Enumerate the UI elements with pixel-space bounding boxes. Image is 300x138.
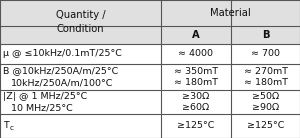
Text: ≈ 700: ≈ 700 (251, 50, 280, 59)
Text: ≈ 180mT: ≈ 180mT (244, 79, 287, 87)
Text: ≥30Ω: ≥30Ω (182, 92, 210, 101)
Text: |Z| @ 1 MHz/25°C: |Z| @ 1 MHz/25°C (3, 92, 87, 101)
Text: ≈ 180mT: ≈ 180mT (174, 79, 218, 87)
Text: T: T (3, 121, 9, 131)
Text: B @10kHz/250A/m/25°C: B @10kHz/250A/m/25°C (3, 67, 118, 75)
Text: ≈ 4000: ≈ 4000 (178, 50, 214, 59)
Text: Quantity /
Condition: Quantity / Condition (56, 10, 105, 34)
Text: ≥125°C: ≥125°C (247, 121, 284, 131)
Bar (0, 0, 300, 44)
Text: Material: Material (210, 8, 251, 18)
Text: ≥50Ω: ≥50Ω (252, 92, 279, 101)
Text: μ @ ≤10kHz/0.1mT/25°C: μ @ ≤10kHz/0.1mT/25°C (3, 50, 122, 59)
Text: 10kHz/250A/m/100°C: 10kHz/250A/m/100°C (11, 79, 113, 87)
Text: B: B (262, 30, 269, 40)
Text: ≥60Ω: ≥60Ω (182, 103, 210, 112)
Text: 10 MHz/25°C: 10 MHz/25°C (11, 103, 73, 112)
Text: ≥125°C: ≥125°C (177, 121, 215, 131)
Text: ≥90Ω: ≥90Ω (252, 103, 279, 112)
Text: A: A (192, 30, 200, 40)
Text: c: c (10, 125, 14, 132)
Text: ≈ 270mT: ≈ 270mT (244, 67, 287, 75)
Text: ≈ 350mT: ≈ 350mT (174, 67, 218, 75)
